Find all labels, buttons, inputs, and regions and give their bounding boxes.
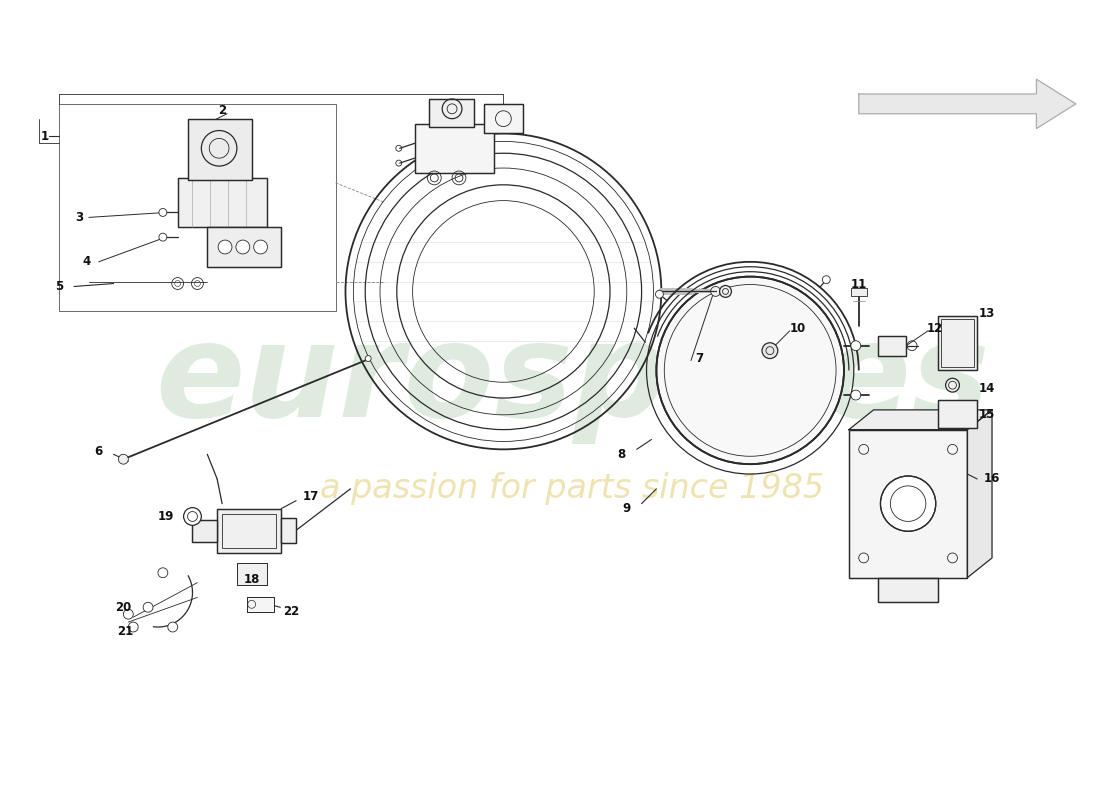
Bar (429, 99, 474, 126)
Circle shape (823, 276, 830, 283)
Bar (217, 509, 282, 553)
Circle shape (946, 378, 959, 392)
Bar (222, 514, 276, 548)
Circle shape (711, 286, 720, 296)
Bar (879, 578, 937, 602)
Bar (849, 430, 967, 578)
Polygon shape (859, 79, 1076, 129)
Text: 22: 22 (283, 605, 299, 618)
Text: 7: 7 (695, 352, 703, 365)
Circle shape (851, 341, 860, 350)
Bar (59, 104, 336, 311)
Text: 12: 12 (926, 322, 943, 335)
Circle shape (143, 602, 153, 612)
Bar (429, 99, 474, 126)
Bar (415, 124, 494, 173)
Bar (879, 336, 906, 355)
Text: 10: 10 (790, 322, 805, 335)
Text: 5: 5 (55, 280, 64, 293)
Circle shape (762, 342, 778, 358)
Text: 4: 4 (82, 255, 91, 268)
Polygon shape (849, 410, 992, 430)
Bar (207, 227, 282, 266)
Bar (484, 104, 524, 134)
Text: 13: 13 (979, 306, 996, 320)
Circle shape (218, 240, 232, 254)
Text: 9: 9 (623, 502, 631, 515)
Circle shape (158, 568, 168, 578)
Text: a passion for parts since 1985: a passion for parts since 1985 (320, 472, 825, 506)
Bar (851, 289, 867, 296)
Circle shape (119, 454, 129, 464)
Circle shape (719, 286, 732, 298)
Bar (937, 400, 977, 428)
Bar (207, 227, 282, 266)
Bar (282, 518, 296, 543)
Text: 8: 8 (618, 448, 626, 461)
Bar (246, 598, 274, 612)
Bar (937, 316, 977, 370)
Text: 17: 17 (302, 490, 319, 503)
Bar (879, 578, 937, 602)
Circle shape (168, 622, 178, 632)
Bar (217, 509, 282, 553)
Bar (178, 178, 266, 227)
Bar (415, 124, 494, 173)
Text: 14: 14 (979, 382, 996, 394)
Text: 19: 19 (157, 510, 174, 523)
Circle shape (254, 240, 267, 254)
Text: eurospares: eurospares (155, 317, 990, 444)
Circle shape (657, 277, 844, 464)
Bar (236, 563, 266, 585)
Bar (940, 319, 975, 367)
Bar (236, 563, 266, 585)
Circle shape (880, 476, 936, 531)
Text: 11: 11 (850, 278, 867, 291)
Circle shape (158, 209, 167, 217)
Bar (187, 118, 252, 180)
Bar (879, 336, 906, 355)
Bar (178, 178, 266, 227)
Bar (484, 104, 524, 134)
Text: 18: 18 (243, 573, 260, 586)
Bar (937, 316, 977, 370)
Bar (937, 400, 977, 428)
Polygon shape (967, 410, 992, 578)
Circle shape (184, 507, 201, 526)
Text: 2: 2 (218, 104, 227, 118)
Bar (282, 518, 296, 543)
Text: 16: 16 (983, 473, 1000, 486)
Bar (246, 598, 274, 612)
Bar (849, 430, 967, 578)
Text: 6: 6 (95, 445, 102, 458)
Circle shape (158, 233, 167, 241)
Bar (192, 521, 217, 542)
Circle shape (851, 390, 860, 400)
Text: 20: 20 (116, 601, 132, 614)
Text: 21: 21 (118, 626, 133, 638)
Circle shape (656, 290, 663, 298)
Bar (187, 118, 252, 180)
Circle shape (235, 240, 250, 254)
Text: 3: 3 (75, 211, 82, 224)
Bar (192, 521, 217, 542)
Text: 1: 1 (41, 130, 48, 143)
Text: 15: 15 (979, 408, 996, 422)
Circle shape (365, 355, 371, 362)
